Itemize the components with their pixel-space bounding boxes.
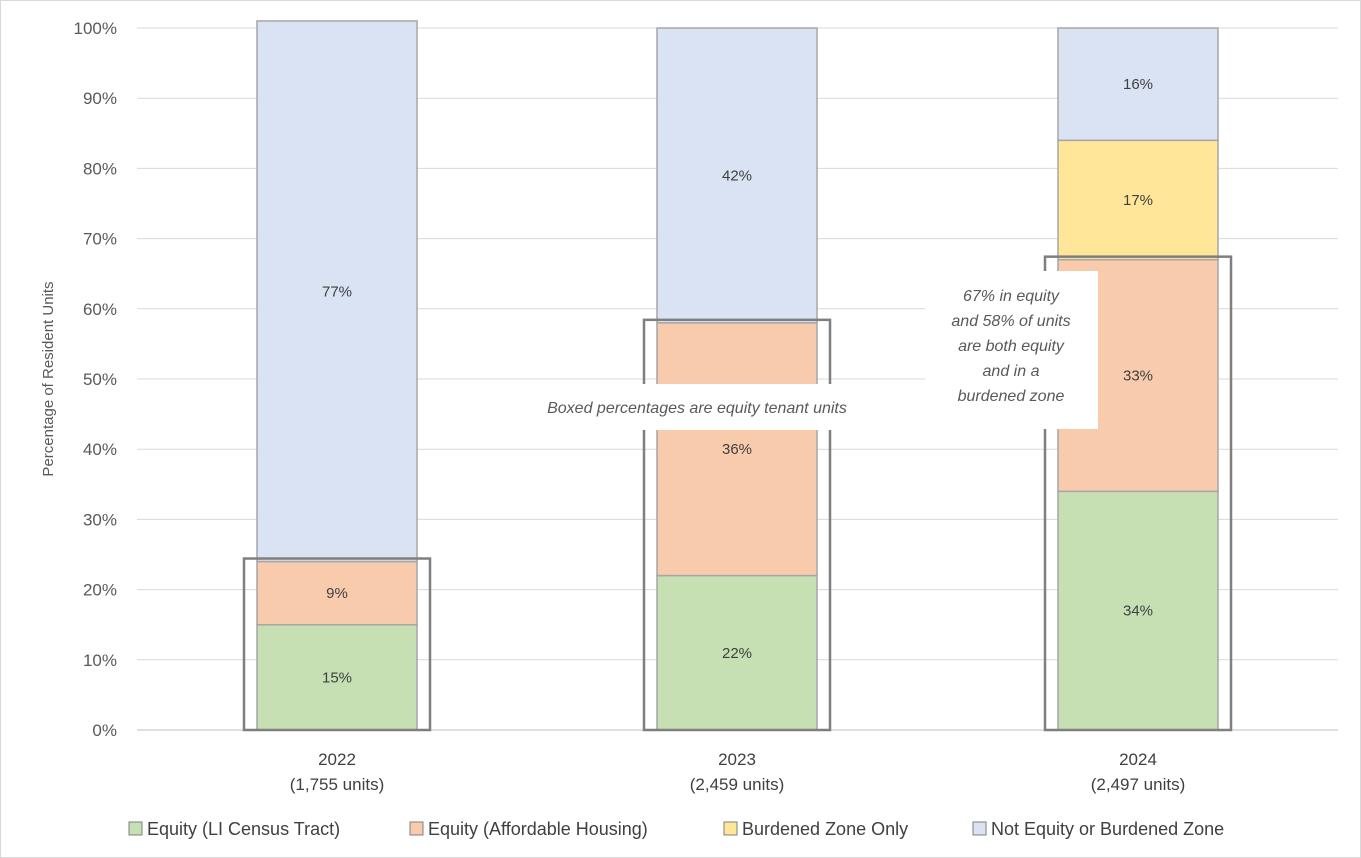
y-tick-label: 70% — [83, 230, 117, 249]
data-label: 9% — [326, 585, 348, 602]
note-2024-background — [925, 271, 1098, 429]
note-2024-line: burdened zone — [958, 388, 1065, 405]
x-category-units: (2,497 units) — [1091, 775, 1186, 794]
equity-box — [242, 557, 432, 732]
bar-segment — [256, 560, 418, 626]
bar-segment — [1057, 27, 1219, 142]
y-tick-label: 50% — [83, 370, 117, 389]
y-tick-label: 20% — [83, 581, 117, 600]
legend-swatch — [723, 821, 738, 836]
data-label: 34% — [1123, 603, 1153, 620]
y-tick-label: 60% — [83, 300, 117, 319]
bar-segment — [656, 574, 818, 731]
y-tick-label: 100% — [74, 19, 117, 38]
legend-swatch — [128, 821, 143, 836]
bar-segment — [1057, 490, 1219, 731]
boxed-note-background — [506, 384, 888, 430]
data-label: 17% — [1123, 192, 1153, 209]
note-2024-line: and in a — [983, 363, 1040, 380]
boxed-note-text: Boxed percentages are equity tenant unit… — [547, 400, 847, 417]
bar-segment — [656, 322, 818, 577]
x-category-units: (1,755 units) — [290, 775, 385, 794]
bar-segment — [256, 20, 418, 563]
equity-box — [642, 318, 832, 732]
legend-label: Equity (LI Census Tract) — [147, 819, 340, 839]
data-label: 15% — [322, 669, 352, 686]
note-2024-line: 67% in equity — [963, 288, 1060, 305]
y-tick-label: 90% — [83, 89, 117, 108]
y-axis-label: Percentage of Resident Units — [40, 281, 57, 476]
y-tick-label: 0% — [92, 721, 117, 740]
y-tick-label: 80% — [83, 159, 117, 178]
legend-label: Not Equity or Burdened Zone — [991, 819, 1224, 839]
bar-segment — [1057, 139, 1219, 261]
legend-swatch — [972, 821, 987, 836]
x-category-year: 2023 — [718, 750, 756, 769]
data-label: 16% — [1123, 76, 1153, 93]
legend-label: Burdened Zone Only — [742, 819, 908, 839]
data-label: 42% — [722, 167, 752, 184]
bar-segment — [256, 623, 418, 731]
bar-segment — [656, 27, 818, 324]
y-tick-label: 30% — [83, 510, 117, 529]
data-label: 33% — [1123, 367, 1153, 384]
legend-label: Equity (Affordable Housing) — [428, 819, 648, 839]
data-label: 22% — [722, 645, 752, 662]
y-tick-label: 10% — [83, 651, 117, 670]
x-category-year: 2024 — [1119, 750, 1157, 769]
data-label: 77% — [322, 283, 352, 300]
x-category-units: (2,459 units) — [690, 775, 785, 794]
equity-box — [1043, 255, 1233, 732]
y-tick-label: 40% — [83, 440, 117, 459]
note-2024-text: 67% in equity and 58% of units are both eq… — [951, 288, 1070, 405]
x-category-year: 2022 — [318, 750, 356, 769]
note-2024-line: are both equity — [958, 338, 1065, 355]
note-2024-line: and 58% of units — [951, 313, 1070, 330]
data-label: 36% — [722, 441, 752, 458]
legend-swatch — [409, 821, 424, 836]
